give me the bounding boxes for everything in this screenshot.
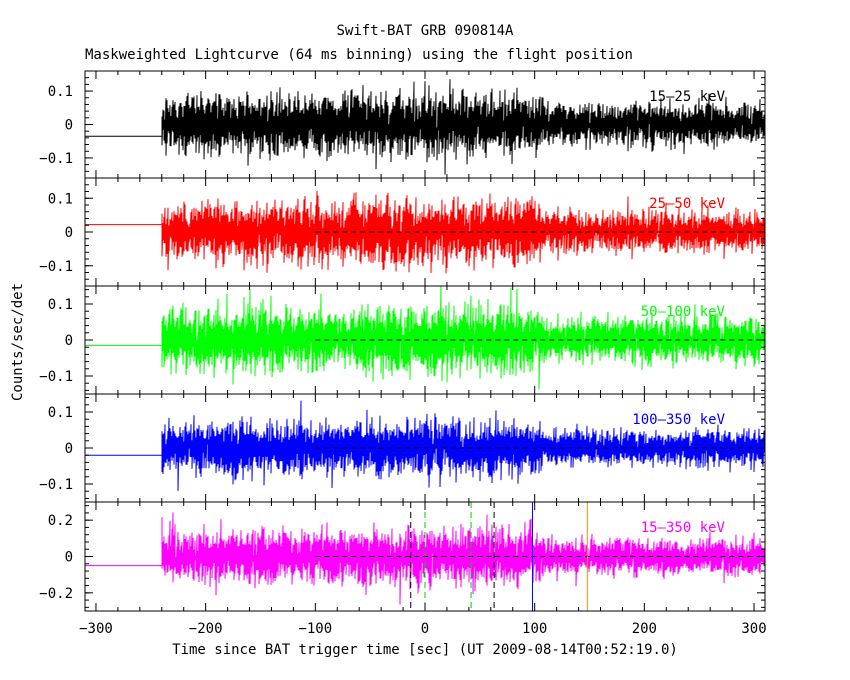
- panels-group: −0.1 0 0.1 15–25 keV −0.1 0 0.1 25–50 keV −0.1 0 0…: [39, 70, 767, 637]
- y-tick-label: 0.1: [48, 84, 73, 100]
- y-tick-label: −0.1: [39, 369, 73, 385]
- panel-plot-area: [85, 286, 765, 390]
- lightcurve-trace: [161, 400, 765, 491]
- x-tick-label: −300: [79, 621, 113, 637]
- band-label: 100–350 keV: [632, 412, 725, 428]
- x-tick-label: −100: [298, 621, 332, 637]
- y-tick-label: 0.1: [48, 191, 73, 207]
- lightcurve-trace: [161, 79, 765, 175]
- y-tick-label: 0.2: [48, 513, 73, 529]
- y-tick-label: −0.1: [39, 259, 73, 275]
- lightcurve-trace: [161, 286, 765, 390]
- y-tick-label: 0: [65, 550, 73, 566]
- panel-5: −0.2 0 0.2 15–350 keV: [39, 501, 766, 612]
- y-tick-label: −0.1: [39, 151, 73, 167]
- y-tick-label: 0: [65, 333, 73, 349]
- band-label: 50–100 keV: [641, 304, 726, 320]
- x-axis-label: Time since BAT trigger time [sec] (UT 20…: [172, 642, 678, 658]
- panel-plot-area: [85, 190, 765, 274]
- panel-4: −0.1 0 0.1 100–350 keV: [39, 393, 766, 503]
- x-tick-label: 200: [632, 621, 657, 637]
- y-tick-label: −0.1: [39, 477, 73, 493]
- x-tick-label: −200: [189, 621, 223, 637]
- panel-2: −0.1 0 0.1 25–50 keV: [39, 177, 766, 287]
- band-label: 25–50 keV: [649, 196, 725, 212]
- y-tick-label: 0.1: [48, 297, 73, 313]
- panel-plot-area: [85, 502, 765, 611]
- panel-plot-area: [85, 400, 765, 491]
- lightcurve-trace: [161, 190, 765, 274]
- band-label: 15–25 keV: [649, 89, 725, 105]
- panel-1: −0.1 0 0.1 15–25 keV: [39, 70, 766, 179]
- y-tick-label: 0: [65, 118, 73, 134]
- panel-3: −0.1 0 0.1 50–100 keV: [39, 285, 766, 395]
- chart-subtitle: Maskweighted Lightcurve (64 ms binning) …: [85, 47, 633, 63]
- y-tick-label: 0.1: [48, 405, 73, 421]
- x-tick-label: 0: [421, 621, 429, 637]
- y-tick-label: 0: [65, 441, 73, 457]
- band-label: 15–350 keV: [641, 520, 726, 536]
- panel-plot-area: [85, 79, 765, 175]
- x-tick-label: 300: [741, 621, 766, 637]
- y-axis-label: Counts/sec/det: [10, 283, 26, 401]
- chart-title: Swift-BAT GRB 090814A: [336, 23, 514, 39]
- y-tick-label: −0.2: [39, 586, 73, 602]
- y-tick-label: 0: [65, 225, 73, 241]
- x-tick-label: 100: [522, 621, 547, 637]
